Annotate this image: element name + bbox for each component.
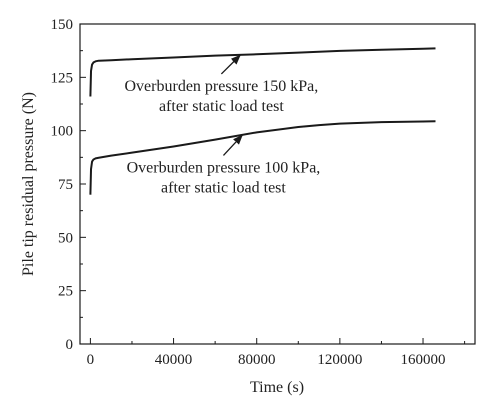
- annotation-arrow-1: [220, 54, 241, 75]
- series-line-2: [89, 120, 436, 195]
- tick-labels: 0 40000 80000 120000 160000 0 25 50 75 100 125 150: [51, 17, 446, 368]
- annotation-arrow-2: [222, 134, 243, 156]
- y-tick-label: 125: [51, 70, 74, 86]
- x-tick-label: 80000: [238, 352, 276, 368]
- annotation-text-1: Overburden pressure 150 kPa,: [125, 78, 319, 95]
- y-tick-label: 25: [58, 284, 73, 300]
- series-group: [89, 47, 436, 195]
- y-axis-title: Pile tip residual pressure (N): [20, 92, 37, 276]
- annotation-text-2: after static load test: [161, 179, 286, 196]
- y-tick-label: 0: [66, 337, 74, 353]
- y-tick-label: 100: [51, 124, 74, 140]
- annotation-group: Overburden pressure 150 kPa, after static…: [125, 54, 321, 196]
- annotation-text-2: Overburden pressure 100 kPa,: [127, 159, 321, 176]
- x-tick-label: 40000: [155, 352, 193, 368]
- axis-ticks: [80, 23, 466, 345]
- y-tick-label: 75: [58, 177, 73, 193]
- x-tick-label: 160000: [401, 352, 446, 368]
- x-tick-label: 0: [87, 352, 95, 368]
- y-tick-label: 50: [58, 230, 73, 246]
- series-line-1: [89, 47, 436, 97]
- x-tick-label: 120000: [317, 352, 362, 368]
- y-tick-label: 150: [51, 17, 74, 33]
- x-axis-title: Time (s): [250, 379, 304, 396]
- annotation-text-1: after static load test: [159, 98, 284, 115]
